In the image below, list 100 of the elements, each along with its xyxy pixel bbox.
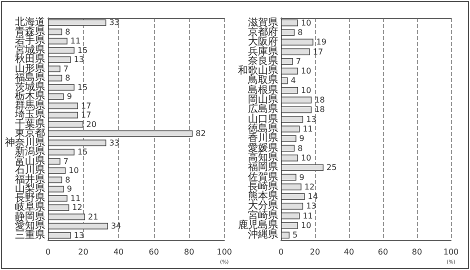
data-label: 15 (77, 82, 88, 92)
data-label: 10 (301, 153, 312, 162)
data-label: 8 (65, 74, 70, 83)
data-label: 12 (72, 203, 82, 212)
data-label: 20 (86, 120, 96, 129)
bar (48, 121, 84, 128)
data-label: 11 (70, 36, 81, 46)
data-label: 82 (196, 129, 206, 138)
data-label: 10 (301, 86, 312, 95)
bar (48, 56, 71, 63)
bar (48, 74, 62, 82)
bar (281, 212, 300, 220)
y-tick-label: 沖縄県 (248, 228, 278, 241)
x-tick-label: 80 (184, 248, 194, 256)
data-label: 8 (65, 27, 70, 36)
bar (281, 48, 310, 56)
y-tick-label: 愛媛県 (248, 142, 278, 154)
bar (48, 158, 60, 165)
data-label: 9 (66, 184, 72, 194)
data-label: 33 (109, 18, 120, 28)
x-tick-label: 100 (216, 248, 232, 256)
x-tick-label: 40 (113, 248, 124, 256)
bar (48, 112, 78, 118)
bar (281, 154, 298, 162)
bar (48, 232, 71, 239)
data-label: 15 (77, 46, 88, 55)
bar (281, 116, 304, 123)
y-tick-label: 山口県 (248, 112, 278, 125)
x-tick-label: 20 (78, 248, 88, 256)
bar (281, 184, 302, 190)
bar (281, 222, 298, 229)
data-label: 8 (298, 144, 303, 153)
bar (48, 28, 62, 36)
y-tick-label: 宮崎県 (248, 209, 278, 222)
data-label: 11 (70, 194, 81, 203)
y-tick-label: 青森県 (15, 25, 45, 38)
data-label: 10 (301, 18, 312, 28)
data-label: 33 (109, 138, 120, 148)
data-label: 34 (110, 222, 122, 231)
data-label: 4 (290, 76, 296, 86)
bar (281, 77, 288, 84)
bar (281, 58, 293, 65)
data-label: 17 (80, 110, 92, 120)
y-tick-label: 佐賀県 (248, 170, 278, 183)
y-tick-label: 島根県 (248, 84, 278, 96)
data-label: 9 (299, 172, 304, 182)
data-label: 19 (316, 38, 326, 47)
bar (281, 87, 298, 94)
bar (48, 66, 60, 72)
bar (281, 232, 290, 239)
y-tick-label: 宮城県 (15, 44, 45, 56)
y-tick-label: 兵庫県 (248, 45, 278, 58)
y-tick-label: 長野県 (15, 192, 45, 204)
bar (48, 167, 66, 174)
bar (48, 84, 74, 91)
bar (48, 140, 106, 146)
data-label: 11 (302, 211, 313, 220)
bar (281, 29, 295, 36)
data-label: 18 (314, 105, 325, 114)
bar (48, 222, 108, 230)
bar (48, 176, 62, 184)
y-tick-label: 福岡県 (248, 161, 278, 174)
data-label: 7 (63, 64, 68, 74)
bar (48, 195, 68, 202)
x-tick-label: 80 (412, 248, 422, 256)
data-label: 18 (314, 96, 325, 105)
data-label: 10 (301, 221, 312, 230)
data-label: 7 (296, 56, 301, 66)
y-tick-label: 茨城県 (15, 80, 45, 93)
bar (48, 204, 70, 211)
bar (281, 19, 298, 26)
bar (48, 102, 78, 110)
bar (281, 202, 304, 210)
x-tick-label: 100 (443, 248, 459, 256)
bar (281, 38, 314, 46)
bar (48, 93, 64, 100)
data-label: 8 (298, 28, 303, 37)
x-tick-label: 60 (378, 248, 388, 256)
y-tick-label: 三重県 (15, 228, 45, 241)
data-label: 5 (292, 230, 298, 240)
data-label: 11 (302, 124, 313, 134)
bar (48, 38, 68, 44)
bar (281, 126, 300, 132)
data-label: 17 (80, 101, 92, 110)
x-tick-label: 20 (310, 248, 320, 256)
x-tick-label: 60 (148, 248, 159, 256)
data-label: 21 (88, 212, 98, 222)
x-tick-label: 0 (45, 248, 51, 256)
bar (281, 106, 312, 114)
data-label: 17 (312, 47, 324, 56)
data-label: 9 (66, 92, 72, 102)
bar (281, 193, 305, 200)
bar (48, 186, 64, 192)
y-tick-label: 広島県 (248, 103, 278, 116)
x-tick-label: 40 (344, 248, 354, 256)
data-label: 15 (77, 148, 88, 157)
bar (281, 174, 296, 181)
bar (48, 19, 106, 26)
x-tick-label: 0 (278, 248, 284, 256)
y-tick-label: 静岡県 (15, 210, 45, 222)
